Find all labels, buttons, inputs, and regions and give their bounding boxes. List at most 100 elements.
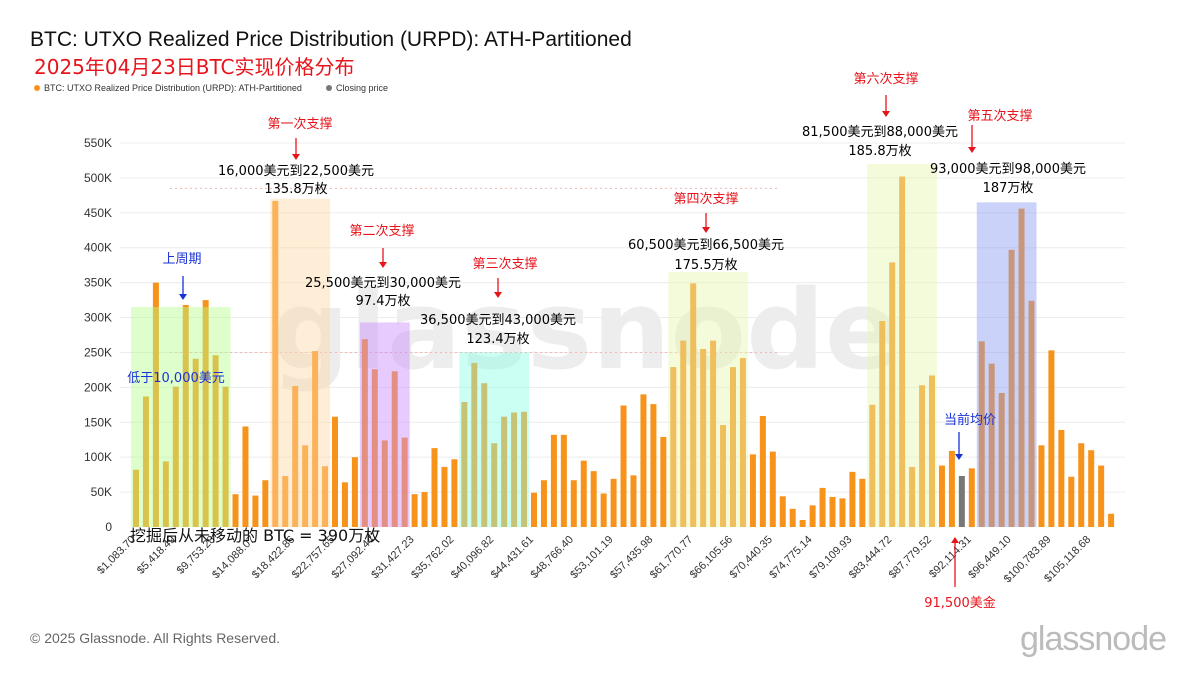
urpd-bar: [222, 386, 229, 527]
copyright-footer: © 2025 Glassnode. All Rights Reserved.: [30, 630, 281, 646]
urpd-bar: [600, 493, 607, 527]
urpd-bar: [282, 476, 289, 527]
urpd-bar: [690, 283, 697, 527]
urpd-bar: [819, 487, 826, 527]
urpd-bar: [312, 351, 319, 527]
glassnode-logo: glassnode: [1020, 620, 1167, 658]
support-3-range: 36,500美元到43,000美元: [420, 313, 576, 328]
urpd-bar: [809, 505, 816, 527]
support-4-amount: 175.5万枚: [674, 258, 737, 273]
urpd-bar: [1078, 443, 1085, 527]
urpd-bar: [720, 425, 727, 527]
urpd-bar: [1028, 300, 1035, 527]
legend-dot-icon: [34, 85, 40, 91]
urpd-bar: [451, 459, 458, 527]
urpd-bar: [471, 362, 478, 527]
urpd-bar: [590, 471, 597, 527]
support-zone-highlight: [976, 202, 1037, 527]
current-avg-label: 当前均价: [944, 412, 996, 428]
urpd-bar: [152, 282, 159, 527]
urpd-bar: [640, 394, 647, 527]
urpd-bar: [391, 371, 398, 527]
urpd-bar: [461, 402, 468, 527]
support-zone-highlight: [867, 163, 937, 528]
urpd-bar: [1038, 445, 1045, 527]
urpd-bar: [929, 375, 935, 527]
support-1-label: 第一次支撑: [267, 116, 332, 132]
urpd-bar: [849, 471, 856, 527]
urpd-bar: [232, 494, 239, 527]
x-tick-label: $87,779.52: [887, 534, 934, 581]
urpd-bar: [511, 412, 518, 527]
support-3-amount: 123.4万枚: [466, 332, 529, 347]
support-1-amount: 135.8万枚: [264, 182, 327, 197]
urpd-bar: [869, 404, 876, 527]
support-2-range: 25,500美元到30,000美元: [305, 276, 461, 291]
urpd-bar: [1018, 208, 1025, 527]
legend-dot-icon: [326, 85, 332, 91]
urpd-bar: [829, 496, 836, 527]
urpd-bar: [839, 498, 846, 527]
urpd-bar: [859, 478, 866, 527]
urpd-bar: [142, 396, 149, 527]
urpd-bar: [899, 176, 906, 527]
urpd-bar: [610, 478, 617, 527]
urpd-bar: [978, 341, 985, 527]
urpd-bar: [1058, 429, 1065, 527]
urpd-bar: [779, 496, 786, 527]
urpd-bar: [381, 440, 388, 527]
urpd-bar: [172, 386, 179, 527]
prev-cycle-label: 上周期: [162, 252, 201, 267]
y-tick-label: 400K: [84, 241, 112, 255]
urpd-bar: [531, 492, 537, 527]
chart-title: BTC: UTXO Realized Price Distribution (U…: [30, 28, 632, 51]
urpd-bar: [909, 466, 916, 527]
urpd-bar: [302, 445, 309, 527]
legend-item-closing-price[interactable]: Closing price: [326, 83, 388, 93]
urpd-bar: [550, 434, 557, 527]
urpd-bar: [162, 461, 169, 527]
urpd-bar: [242, 426, 249, 527]
support-1-range: 16,000美元到22,500美元: [218, 164, 374, 179]
support-2-label: 第二次支撑: [349, 223, 414, 239]
y-tick-label: 450K: [84, 206, 112, 220]
y-tick-label: 550K: [84, 136, 112, 150]
support-zone-highlight: [270, 198, 331, 527]
urpd-bar: [660, 436, 667, 527]
y-tick-label: 150K: [84, 415, 112, 429]
urpd-bar: [252, 495, 259, 527]
urpd-bar: [501, 416, 508, 527]
legend-label: Closing price: [336, 83, 389, 93]
urpd-bar: [133, 469, 139, 527]
urpd-bar: [332, 416, 338, 527]
support-zone-highlight: [359, 322, 410, 527]
urpd-bar: [192, 358, 199, 527]
closing-price-bar: [958, 476, 965, 527]
urpd-bar: [560, 434, 567, 527]
urpd-bar: [948, 450, 955, 527]
urpd-bar: [769, 451, 776, 527]
urpd-bar: [919, 385, 926, 527]
urpd-bar: [322, 466, 329, 527]
support-6-range: 81,500美元到88,000美元: [802, 125, 958, 140]
price-label: 91,500美金: [924, 595, 996, 611]
urpd-bar: [182, 304, 189, 527]
urpd-bar: [759, 415, 766, 527]
support-zone-highlight: [131, 307, 231, 527]
urpd-bar: [521, 411, 528, 527]
urpd-bar: [879, 321, 886, 527]
urpd-bar: [630, 475, 637, 527]
urpd-bar: [540, 480, 547, 527]
y-tick-label: 0: [105, 520, 112, 534]
urpd-bar: [799, 520, 806, 527]
urpd-bar: [889, 262, 896, 527]
urpd-bar: [272, 200, 279, 527]
y-tick-label: 100K: [84, 450, 112, 464]
urpd-bar: [351, 457, 358, 527]
urpd-bar: [730, 367, 736, 527]
support-4-label: 第四次支撑: [673, 191, 738, 207]
legend-item-urpd[interactable]: BTC: UTXO Realized Price Distribution (U…: [34, 83, 302, 93]
urpd-bar: [938, 465, 945, 527]
y-tick-label: 300K: [84, 311, 112, 325]
